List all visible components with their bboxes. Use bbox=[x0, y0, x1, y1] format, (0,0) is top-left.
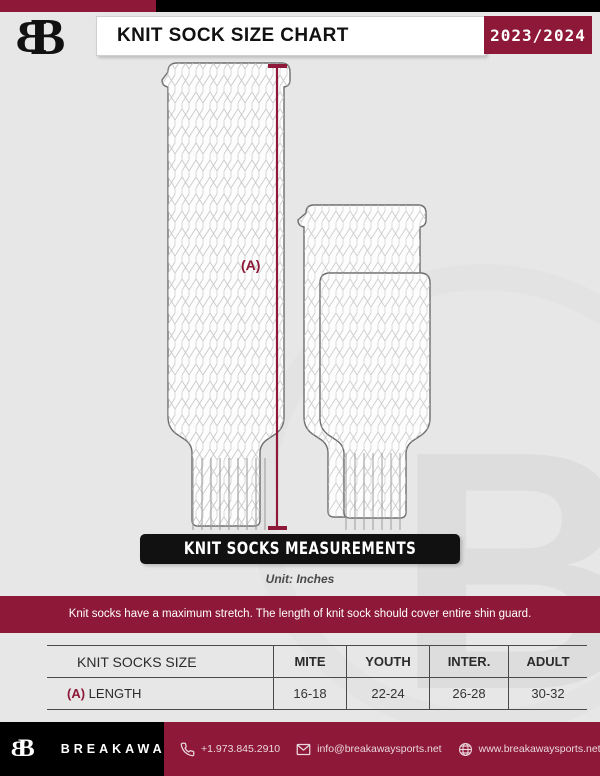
footer-phone[interactable]: +1.973.845.2910 bbox=[180, 742, 280, 757]
col-header-size: KNIT SOCKS SIZE bbox=[47, 645, 274, 678]
footer-website[interactable]: www.breakawaysports.net bbox=[458, 742, 600, 757]
top-accent-maroon bbox=[0, 0, 156, 12]
globe-icon bbox=[458, 742, 473, 757]
logo-b-mirror-icon: B bbox=[17, 11, 47, 62]
title-panel: KNIT SOCK SIZE CHART bbox=[96, 16, 486, 56]
measure-label-a: (A) bbox=[241, 257, 260, 273]
row-marker-a: (A) bbox=[67, 686, 86, 701]
table-header-row: KNIT SOCKS SIZE MITE YOUTH INTER. ADULT bbox=[47, 645, 587, 678]
cell-mite-length: 16-18 bbox=[273, 677, 347, 710]
sock-adult bbox=[161, 62, 291, 530]
envelope-icon bbox=[296, 742, 311, 757]
footer-email[interactable]: info@breakawaysports.net bbox=[296, 742, 442, 757]
top-accent-strip bbox=[0, 0, 600, 12]
cell-inter-length: 26-28 bbox=[429, 677, 509, 710]
footer-phone-text: +1.973.845.2910 bbox=[201, 743, 281, 755]
measurements-banner-label: KNIT SOCKS MEASUREMENTS bbox=[183, 539, 417, 559]
measure-line-a bbox=[268, 64, 287, 530]
stretch-note-band: Knit socks have a maximum stretch. The l… bbox=[0, 596, 600, 633]
footer-brand-name: BREAKAWAY bbox=[60, 742, 177, 756]
table-row: (A) LENGTH 16-18 22-24 26-28 30-32 bbox=[47, 677, 587, 710]
stretch-note-text: Knit socks have a maximum stretch. The l… bbox=[68, 607, 532, 620]
sock-youth bbox=[319, 272, 431, 530]
col-header-inter: INTER. bbox=[429, 645, 509, 678]
footer-email-text: info@breakawaysports.net bbox=[317, 743, 442, 755]
row-label-text: LENGTH bbox=[88, 686, 142, 701]
col-header-mite: MITE bbox=[273, 645, 347, 678]
footer-logo-mirror-icon: B bbox=[11, 736, 26, 761]
unit-note: Unit: Inches bbox=[265, 572, 335, 586]
measurements-banner: KNIT SOCKS MEASUREMENTS bbox=[140, 534, 460, 564]
sock-illustration: (A) bbox=[0, 58, 600, 530]
phone-icon bbox=[180, 742, 195, 757]
size-table: KNIT SOCKS SIZE MITE YOUTH INTER. ADULT … bbox=[47, 645, 587, 710]
cell-youth-length: 22-24 bbox=[346, 677, 430, 710]
season-badge: 2023/2024 bbox=[484, 16, 592, 54]
size-table-wrapper: KNIT SOCKS SIZE MITE YOUTH INTER. ADULT … bbox=[47, 645, 587, 710]
col-header-youth: YOUTH bbox=[346, 645, 430, 678]
row-label-length: (A) LENGTH bbox=[47, 677, 274, 710]
footer-contact-block: +1.973.845.2910 info@breakawaysports.net bbox=[164, 722, 600, 776]
page-title: KNIT SOCK SIZE CHART bbox=[117, 25, 349, 46]
season-label: 2023/2024 bbox=[490, 25, 586, 45]
footer-website-text: www.breakawaysports.net bbox=[478, 743, 600, 755]
cell-adult-length: 30-32 bbox=[508, 677, 587, 710]
col-header-adult: ADULT bbox=[508, 645, 587, 678]
